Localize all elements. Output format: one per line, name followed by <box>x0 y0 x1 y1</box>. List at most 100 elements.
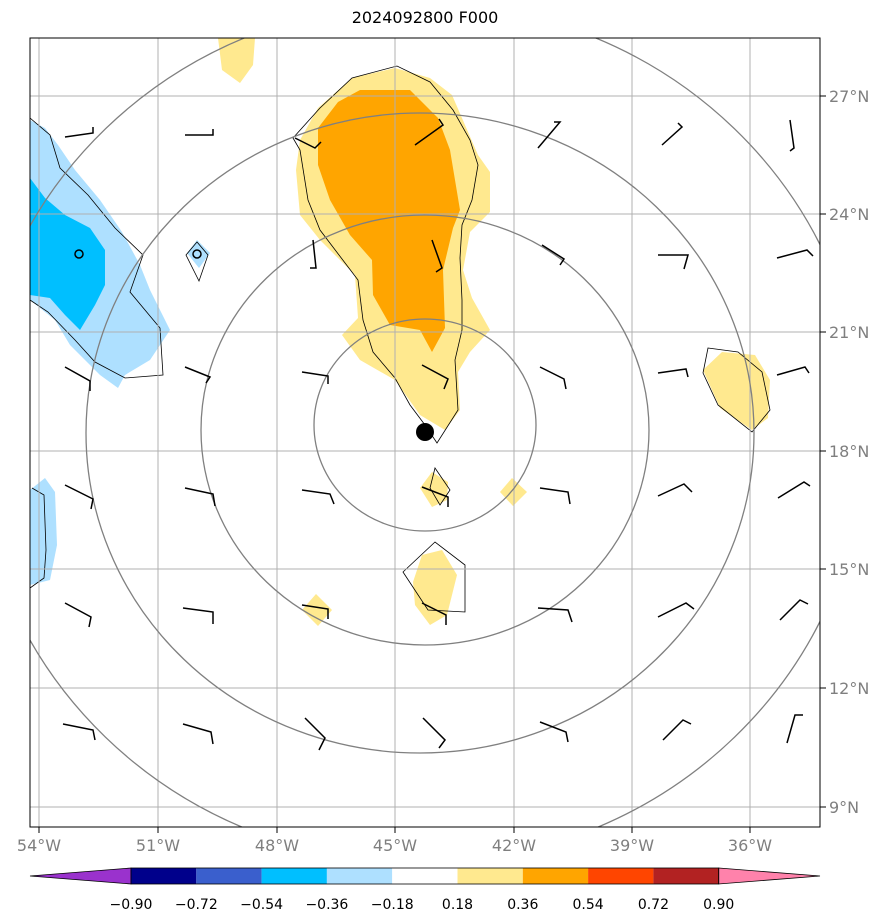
colorbar-segment <box>131 868 197 884</box>
colorbar-segment <box>326 868 393 884</box>
wind-barb <box>431 239 443 273</box>
wind-barb <box>657 483 693 497</box>
colorbar-label: 0.36 <box>507 897 538 913</box>
contour-line <box>185 241 209 283</box>
wind-barb <box>661 122 684 146</box>
wind-barb <box>184 366 212 384</box>
wind-barb <box>421 602 447 625</box>
colorbar-label: −0.90 <box>110 897 153 913</box>
colorbar-label: 0.18 <box>442 897 473 913</box>
negative-anomaly-region <box>30 478 57 585</box>
wind-barb <box>662 719 692 741</box>
colorbar-segment <box>653 868 719 884</box>
contour-line <box>292 65 479 444</box>
wind-barb <box>539 721 569 743</box>
colorbar-label: 0.90 <box>703 897 734 913</box>
wind-barb <box>537 121 562 149</box>
lon-label: 45°W <box>373 836 417 855</box>
wind-barb <box>537 607 573 623</box>
wind-barb <box>301 604 329 619</box>
wind-barb <box>421 486 449 507</box>
lat-label: 27°N <box>829 87 869 106</box>
wind-barb <box>776 249 814 259</box>
wind-barb <box>658 254 689 270</box>
lat-label: 15°N <box>829 560 869 579</box>
lat-label: 9°N <box>829 798 859 817</box>
wind-barb <box>64 127 94 138</box>
positive-anomaly-region <box>218 38 255 83</box>
lat-label: 18°N <box>829 442 869 461</box>
wind-barb <box>310 239 317 269</box>
latitude-labels: 27°N 24°N 21°N 18°N 15°N 12°N 9°N <box>820 87 869 817</box>
wind-barb <box>64 366 91 391</box>
wind-barb <box>414 118 445 146</box>
wind-barb <box>182 607 214 624</box>
positive-anomaly-region <box>703 352 770 430</box>
wind-barb <box>182 723 214 745</box>
colorbar-label: −0.54 <box>240 897 283 913</box>
wind-barb <box>421 364 449 390</box>
colorbar-segment <box>588 868 654 884</box>
wind-barb <box>304 717 326 751</box>
wind-barb <box>776 366 810 376</box>
range-ring <box>313 318 537 532</box>
wind-barb <box>62 723 96 741</box>
positive-anomaly-region-strong <box>318 90 460 352</box>
lat-label: 12°N <box>829 679 869 698</box>
wind-barb <box>657 368 689 378</box>
lon-label: 36°W <box>728 836 772 855</box>
wind-barb <box>539 366 567 390</box>
positive-anomaly-region <box>420 472 448 507</box>
wind-barb <box>294 137 322 149</box>
map-title: 2024092800 F000 <box>351 8 499 27</box>
longitude-labels: 54°W 51°W 48°W 45°W 42°W 39°W 36°W <box>17 827 772 855</box>
wind-barb <box>786 714 803 744</box>
wind-barb <box>185 129 214 136</box>
wind-barb <box>657 602 695 618</box>
lon-label: 48°W <box>255 836 299 855</box>
station-marker <box>74 249 84 259</box>
lat-label: 21°N <box>829 323 869 342</box>
range-rings <box>30 38 820 827</box>
lon-label: 54°W <box>17 836 61 855</box>
negative-anomaly-region-strong <box>30 178 105 330</box>
range-ring <box>85 112 755 754</box>
positive-anomaly-region <box>413 550 457 625</box>
colorbar-label: −0.36 <box>305 897 348 913</box>
lon-label: 51°W <box>136 836 180 855</box>
wind-barb <box>422 717 446 749</box>
colorbar-segment <box>522 868 589 884</box>
wind-barb <box>301 489 335 505</box>
wind-barbs <box>62 118 814 751</box>
colorbar-label: −0.18 <box>371 897 414 913</box>
colorbar-label: −0.72 <box>175 897 218 913</box>
wind-barb <box>301 371 329 384</box>
map-area <box>30 38 820 827</box>
colorbar-segment <box>261 868 327 884</box>
colorbar-segment <box>457 868 523 884</box>
wind-barb <box>779 599 809 621</box>
range-ring <box>200 214 650 646</box>
contour-line <box>702 347 771 433</box>
positive-anomaly-region <box>302 594 332 626</box>
map-frame <box>29 37 821 828</box>
lon-label: 39°W <box>610 836 654 855</box>
colorbar-extend-low <box>29 867 132 885</box>
wind-barb <box>539 487 571 505</box>
wind-barb <box>789 119 795 152</box>
station-marker <box>192 249 202 259</box>
wind-barb <box>64 602 92 628</box>
graticule <box>30 38 820 827</box>
colorbar-extend-high <box>718 867 821 885</box>
colorbar-segment <box>196 868 262 884</box>
lat-label: 24°N <box>829 205 869 224</box>
colorbar-label: 0.72 <box>638 897 669 913</box>
contour-line <box>429 467 451 506</box>
colorbar-segment <box>392 868 458 884</box>
colorbar-label: 0.54 <box>573 897 604 913</box>
filled-regions <box>30 38 770 626</box>
colorbar: −0.90 −0.72 −0.54 −0.36 −0.18 0.18 0.36 … <box>29 867 821 913</box>
wind-barb <box>777 481 811 499</box>
storm-center-marker <box>416 423 434 441</box>
